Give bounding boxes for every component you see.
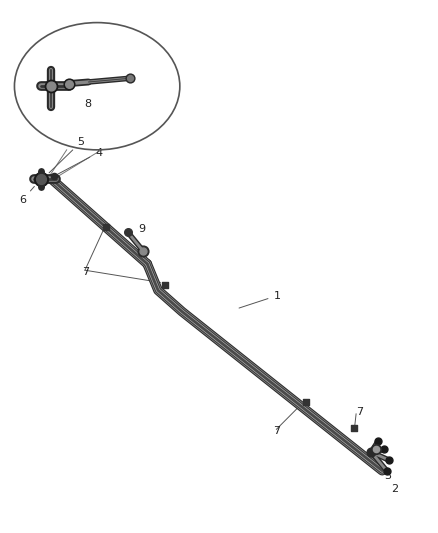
Text: 9: 9 — [135, 224, 145, 241]
Text: 7: 7 — [82, 267, 89, 277]
Point — [372, 445, 379, 454]
Text: 2: 2 — [391, 484, 398, 494]
Point — [303, 398, 310, 406]
Point — [139, 246, 146, 255]
Text: 1: 1 — [239, 290, 280, 308]
Point — [139, 246, 146, 255]
Point — [102, 222, 110, 231]
Point — [383, 466, 390, 475]
Point — [385, 456, 392, 464]
Point — [381, 445, 388, 454]
Point — [48, 82, 55, 91]
Text: 8: 8 — [84, 99, 91, 109]
Text: 7: 7 — [356, 407, 363, 417]
Point — [65, 79, 72, 88]
Point — [126, 74, 133, 83]
Point — [374, 437, 381, 446]
Point — [126, 74, 133, 83]
Point — [48, 82, 55, 91]
Text: 7: 7 — [273, 426, 280, 436]
Point — [50, 172, 57, 181]
Point — [372, 445, 379, 454]
Point — [161, 281, 168, 289]
Point — [350, 424, 357, 432]
Text: 5: 5 — [49, 137, 85, 173]
Point — [37, 175, 44, 183]
Text: 6: 6 — [19, 187, 34, 205]
Point — [65, 79, 72, 88]
Text: 3: 3 — [385, 471, 392, 481]
Point — [124, 228, 131, 236]
Text: 4: 4 — [56, 148, 102, 175]
Point — [368, 448, 375, 456]
Point — [37, 175, 44, 183]
